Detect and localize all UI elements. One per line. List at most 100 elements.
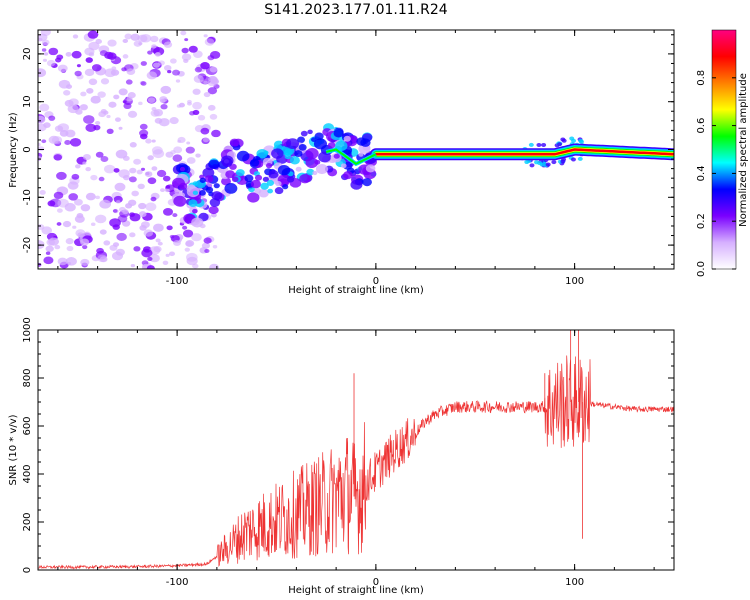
spectrogram-noise-blob [106, 114, 111, 119]
spectrogram-noise-blob [129, 232, 136, 238]
spectrogram-noise-blob [122, 38, 129, 44]
spectrogram-noise-blob [140, 133, 148, 140]
spectrogram-noise-blob [173, 239, 181, 246]
spectrogram-noise-blob [158, 118, 170, 127]
spectrogram-xtick-label: -100 [166, 276, 189, 287]
spectrogram-blob [262, 176, 269, 182]
spectrogram-noise-blob [166, 225, 173, 231]
spectrogram-noise-blob [74, 198, 83, 206]
spectrogram-noise-blob [129, 212, 136, 217]
spectrogram-noise-blob [136, 169, 143, 175]
spectrogram-blob [561, 138, 567, 143]
spectrogram-blob [208, 159, 220, 170]
snr-xlabel: Height of straight line (km) [288, 585, 424, 596]
spectrogram-blob [343, 171, 353, 180]
spectrogram-blob [360, 138, 371, 147]
spectrogram-noise-blob [180, 30, 187, 36]
spectrogram-noise-blob [162, 260, 169, 265]
spectrogram-noise-blob [156, 169, 167, 178]
spectrogram-xlabel: Height of straight line (km) [288, 285, 424, 296]
spectrogram-noise-blob [95, 214, 107, 224]
spectrogram-blob [524, 160, 530, 165]
spectrogram-noise-blob [91, 64, 102, 72]
spectrogram-noise-blob [124, 33, 133, 40]
spectrogram-blob [235, 169, 245, 177]
spectrogram-noise-blob [43, 256, 54, 265]
spectrogram-noise-blob [64, 99, 74, 107]
spectrogram-noise-blob [151, 44, 157, 49]
spectrogram-noise-blob [90, 95, 101, 104]
spectrogram-noise-blob [51, 136, 63, 145]
spectrogram-noise-blob [133, 158, 142, 165]
spectrogram-noise-blob [212, 244, 218, 249]
spectrogram-noise-blob [162, 175, 171, 182]
spectrogram-noise-blob [208, 206, 219, 215]
spectrogram-noise-blob [175, 79, 181, 83]
spectrogram-blob [365, 164, 376, 173]
spectrogram-noise-blob [147, 50, 153, 55]
spectrogram-noise-blob [172, 213, 178, 218]
spectrogram-noise-blob [38, 155, 42, 162]
spectrogram-noise-blob [48, 115, 56, 121]
spectrogram-noise-blob [140, 33, 152, 43]
spectrogram-blob [213, 183, 220, 189]
spectrogram-noise-blob [66, 245, 74, 252]
spectrogram-noise-blob [103, 240, 111, 246]
spectrogram-noise-blob [112, 242, 120, 247]
spectrogram-noise-blob [185, 239, 195, 247]
spectrogram-blob [298, 144, 307, 151]
spectrogram-blob [247, 192, 260, 203]
spectrogram-noise-blob [103, 164, 116, 174]
snr-xtick-label: 100 [565, 577, 584, 588]
spectrogram-noise-blob [160, 85, 172, 94]
spectrogram-noise-blob [75, 108, 83, 115]
colorbar-tick-label: 0.8 [696, 70, 707, 86]
spectrogram-blob [340, 163, 347, 169]
spectrogram-noise-blob [39, 103, 50, 112]
spectrogram-blob [306, 168, 315, 176]
spectrogram-blob [271, 148, 284, 159]
spectrogram-blob [551, 160, 557, 165]
spectrogram-noise-blob [209, 66, 218, 73]
spectrogram-noise-blob [87, 30, 99, 39]
spectrogram-noise-blob [122, 100, 127, 104]
spectrogram-noise-blob [154, 52, 161, 57]
snr-xtick-label: 0 [373, 577, 379, 588]
spectrogram-blob [179, 182, 188, 190]
spectrogram-blob [286, 176, 295, 183]
spectrogram-noise-blob [209, 263, 220, 269]
spectrogram-noise-blob [187, 101, 192, 106]
spectrogram-noise-blob [115, 149, 128, 159]
spectrogram-blob [221, 158, 233, 168]
spectrogram-blob [225, 170, 235, 179]
spectrogram-blob [305, 157, 319, 169]
spectrogram-blob [192, 190, 199, 196]
spectrogram-noise-blob [200, 127, 210, 135]
spectrogram-noise-blob [63, 90, 71, 96]
snr-plot-area [38, 330, 674, 570]
spectrogram-blob [267, 188, 274, 194]
spectrogram-noise-blob [169, 234, 175, 239]
spectrogram-noise-blob [186, 157, 196, 164]
spectrogram-noise-blob [80, 91, 87, 97]
spectrogram-noise-blob [65, 51, 72, 57]
spectrogram-blob [350, 179, 363, 190]
spectrogram-noise-blob [207, 87, 218, 95]
spectrogram-noise-blob [104, 51, 114, 60]
spectrogram-blob [248, 186, 255, 193]
spectrogram-blob [179, 166, 186, 172]
spectrogram-blob [318, 151, 332, 163]
spectrogram-noise-blob [114, 117, 121, 122]
snr-ytick-label: 200 [22, 512, 33, 531]
spectrogram-noise-blob [121, 67, 127, 72]
spectrogram-ytick-label: -20 [22, 237, 33, 253]
spectrogram-noise-blob [131, 190, 139, 197]
spectrogram-noise-blob [110, 69, 120, 76]
spectrogram-noise-blob [168, 251, 176, 257]
spectrogram-noise-blob [147, 256, 153, 261]
spectrogram-noise-blob [155, 238, 161, 243]
spectrogram-blob [577, 156, 583, 161]
spectrogram-noise-blob [108, 101, 117, 108]
spectrogram-noise-blob [160, 188, 166, 193]
